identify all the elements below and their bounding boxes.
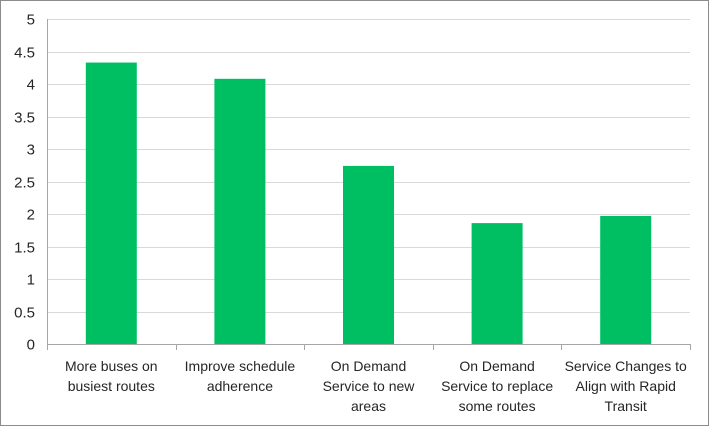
x-category-label-line: More buses on: [65, 358, 158, 374]
bar: [343, 165, 394, 344]
axes: [47, 19, 691, 350]
x-category-label-line: Align with Rapid: [576, 378, 676, 394]
x-category-label-line: On Demand: [459, 358, 534, 374]
x-category-label-line: busiest routes: [68, 378, 155, 394]
x-category-label-line: some routes: [459, 398, 536, 414]
x-category-label: On Demand Service to new areas: [323, 358, 416, 414]
x-category-label-line: Transit: [605, 398, 647, 414]
x-category-label: Improve schedule adherence: [185, 358, 296, 394]
y-tick-label: 4: [27, 77, 35, 94]
x-category-label-line: Service Changes to: [565, 358, 687, 374]
y-tick-labels: 0 0.5 1 1.5 2 2.5 3 3.5 4 4.5 5: [14, 12, 35, 354]
y-tick-label: 3.5: [14, 110, 35, 127]
x-category-label: Service Changes to Align with Rapid Transi…: [565, 358, 687, 414]
bars: [85, 62, 652, 345]
bar: [85, 62, 137, 345]
y-tick-label: 1.5: [14, 240, 35, 257]
y-tick-label: 5: [27, 12, 35, 29]
x-category-label-line: adherence: [207, 378, 273, 394]
y-tick-label: 3: [27, 142, 35, 159]
bar: [214, 78, 266, 345]
bar: [600, 215, 652, 344]
x-category-label: More buses on busiest routes: [65, 358, 158, 394]
x-category-labels: More buses on busiest routes Improve sched…: [65, 358, 687, 414]
y-tick-label: 2.5: [14, 175, 35, 192]
y-tick-label: 0.5: [14, 305, 35, 322]
bar: [471, 223, 523, 344]
y-tick-label: 0: [27, 337, 35, 354]
x-category-label-line: areas: [351, 398, 386, 414]
x-category-label: On Demand Service to replace some routes: [441, 358, 553, 414]
x-category-label-line: Service to replace: [441, 378, 553, 394]
x-category-label-line: On Demand: [331, 358, 406, 374]
y-tick-label: 1: [27, 272, 35, 289]
y-tick-label: 4.5: [14, 45, 35, 62]
x-category-label-line: Improve schedule: [185, 358, 296, 374]
y-tick-label: 2: [27, 207, 35, 224]
x-category-label-line: Service to new: [323, 378, 416, 394]
